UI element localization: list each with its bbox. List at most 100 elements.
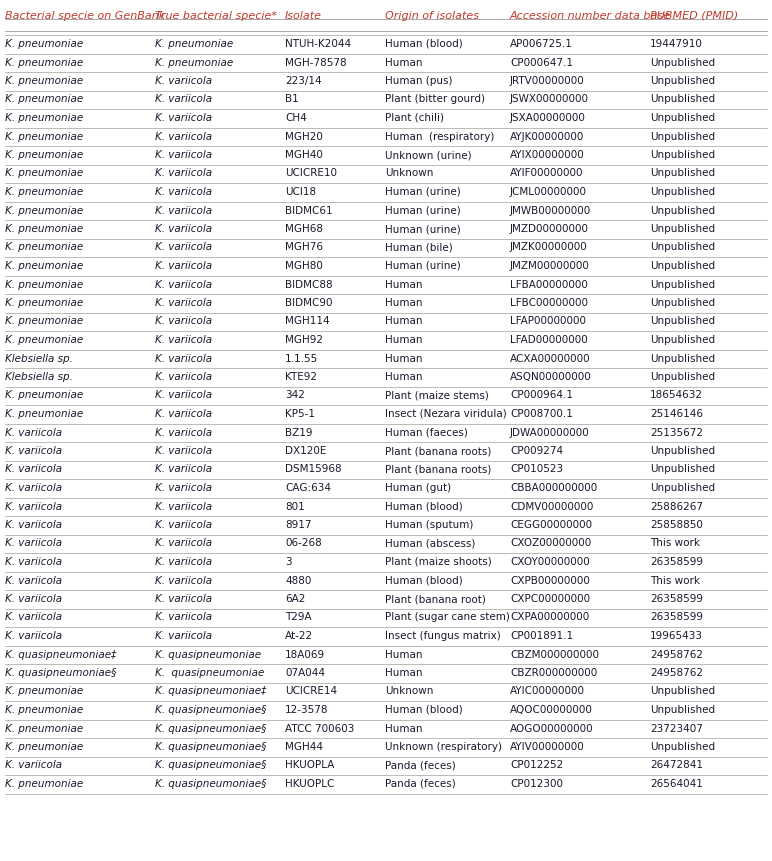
Text: 24958762: 24958762 <box>650 668 703 678</box>
Text: BZ19: BZ19 <box>285 428 313 437</box>
Text: K. pneumoniae: K. pneumoniae <box>5 169 83 178</box>
Text: K. pneumoniae: K. pneumoniae <box>5 409 83 419</box>
Text: K. pneumoniae: K. pneumoniae <box>5 39 83 49</box>
Text: K. variicola: K. variicola <box>155 280 212 289</box>
Text: CXOY00000000: CXOY00000000 <box>510 557 590 567</box>
Text: BIDMC61: BIDMC61 <box>285 206 333 215</box>
Text: CP010523: CP010523 <box>510 464 563 474</box>
Text: K. pneumoniae: K. pneumoniae <box>5 243 83 252</box>
Text: Unknown (respiratory): Unknown (respiratory) <box>385 742 502 752</box>
Text: Unpublished: Unpublished <box>650 206 715 215</box>
Text: Origin of isolates: Origin of isolates <box>385 11 479 21</box>
Text: Human: Human <box>385 649 422 660</box>
Text: CP008700.1: CP008700.1 <box>510 409 573 419</box>
Text: K. pneumoniae: K. pneumoniae <box>5 76 83 86</box>
Text: K. variicola: K. variicola <box>155 150 212 160</box>
Text: Unpublished: Unpublished <box>650 686 715 697</box>
Text: ACXA00000000: ACXA00000000 <box>510 354 591 363</box>
Text: CBBA000000000: CBBA000000000 <box>510 483 598 493</box>
Text: K. variicola: K. variicola <box>155 501 212 511</box>
Text: K. variicola: K. variicola <box>5 520 62 530</box>
Text: UCICRE14: UCICRE14 <box>285 686 337 697</box>
Text: Unpublished: Unpublished <box>650 464 715 474</box>
Text: K. pneumoniae: K. pneumoniae <box>5 113 83 123</box>
Text: MGH68: MGH68 <box>285 224 323 234</box>
Text: K. variicola: K. variicola <box>5 464 62 474</box>
Text: HKUOPLC: HKUOPLC <box>285 779 334 789</box>
Text: This work: This work <box>650 538 700 548</box>
Text: MGH114: MGH114 <box>285 317 330 326</box>
Text: K. pneumoniae: K. pneumoniae <box>155 58 233 67</box>
Text: CXPC00000000: CXPC00000000 <box>510 594 590 604</box>
Text: Human (blood): Human (blood) <box>385 575 462 585</box>
Text: Human (bile): Human (bile) <box>385 243 452 252</box>
Text: Human (urine): Human (urine) <box>385 206 461 215</box>
Text: KTE92: KTE92 <box>285 372 317 382</box>
Text: K. pneumoniae: K. pneumoniae <box>5 261 83 271</box>
Text: CH4: CH4 <box>285 113 306 123</box>
Text: K. variicola: K. variicola <box>155 298 212 308</box>
Text: CXPB00000000: CXPB00000000 <box>510 575 590 585</box>
Text: Unpublished: Unpublished <box>650 335 715 345</box>
Text: Human (abscess): Human (abscess) <box>385 538 476 548</box>
Text: MGH40: MGH40 <box>285 150 323 160</box>
Text: K. variicola: K. variicola <box>5 612 62 623</box>
Text: K. pneumoniae: K. pneumoniae <box>5 187 83 197</box>
Text: Unpublished: Unpublished <box>650 317 715 326</box>
Text: AOGO00000000: AOGO00000000 <box>510 723 594 734</box>
Text: K. pneumoniae: K. pneumoniae <box>5 686 83 697</box>
Text: JMZD00000000: JMZD00000000 <box>510 224 589 234</box>
Text: Human (pus): Human (pus) <box>385 76 452 86</box>
Text: K. variicola: K. variicola <box>155 557 212 567</box>
Text: AYJK00000000: AYJK00000000 <box>510 132 584 141</box>
Text: ATCC 700603: ATCC 700603 <box>285 723 354 734</box>
Text: Human: Human <box>385 372 422 382</box>
Text: K. variicola: K. variicola <box>5 557 62 567</box>
Text: MGH76: MGH76 <box>285 243 323 252</box>
Text: K. quasipneumoniae§: K. quasipneumoniae§ <box>5 668 117 678</box>
Text: K. pneumoniae: K. pneumoniae <box>5 779 83 789</box>
Text: 07A044: 07A044 <box>285 668 325 678</box>
Text: UCICRE10: UCICRE10 <box>285 169 337 178</box>
Text: K. variicola: K. variicola <box>155 76 212 86</box>
Text: Unknown: Unknown <box>385 686 433 697</box>
Text: K. pneumoniae: K. pneumoniae <box>5 705 83 715</box>
Text: MGH80: MGH80 <box>285 261 323 271</box>
Text: AYIF00000000: AYIF00000000 <box>510 169 584 178</box>
Text: Plant (chili): Plant (chili) <box>385 113 444 123</box>
Text: Unpublished: Unpublished <box>650 372 715 382</box>
Text: Insect (fungus matrix): Insect (fungus matrix) <box>385 631 501 641</box>
Text: DSM15968: DSM15968 <box>285 464 342 474</box>
Text: K. pneumoniae: K. pneumoniae <box>5 132 83 141</box>
Text: K. variicola: K. variicola <box>155 538 212 548</box>
Text: K. variicola: K. variicola <box>155 575 212 585</box>
Text: Human (sputum): Human (sputum) <box>385 520 473 530</box>
Text: K. quasipneumoniae‡: K. quasipneumoniae‡ <box>155 686 266 697</box>
Text: AYIC00000000: AYIC00000000 <box>510 686 585 697</box>
Text: K. variicola: K. variicola <box>155 612 212 623</box>
Text: 12-3578: 12-3578 <box>285 705 329 715</box>
Text: 26358599: 26358599 <box>650 612 703 623</box>
Text: LFBC00000000: LFBC00000000 <box>510 298 588 308</box>
Text: CEGG00000000: CEGG00000000 <box>510 520 592 530</box>
Text: CP012300: CP012300 <box>510 779 563 789</box>
Text: MGH-78578: MGH-78578 <box>285 58 347 67</box>
Text: 25858850: 25858850 <box>650 520 703 530</box>
Text: 1.1.55: 1.1.55 <box>285 354 318 363</box>
Text: UCI18: UCI18 <box>285 187 316 197</box>
Text: B1: B1 <box>285 95 299 104</box>
Text: CXOZ00000000: CXOZ00000000 <box>510 538 591 548</box>
Text: Unpublished: Unpublished <box>650 169 715 178</box>
Text: Unpublished: Unpublished <box>650 95 715 104</box>
Text: Plant (bitter gourd): Plant (bitter gourd) <box>385 95 485 104</box>
Text: 19965433: 19965433 <box>650 631 703 641</box>
Text: 26472841: 26472841 <box>650 760 703 771</box>
Text: K. pneumoniae: K. pneumoniae <box>5 58 83 67</box>
Text: K. variicola: K. variicola <box>5 575 62 585</box>
Text: Unknown (urine): Unknown (urine) <box>385 150 472 160</box>
Text: K. variicola: K. variicola <box>5 483 62 493</box>
Text: Human (gut): Human (gut) <box>385 483 451 493</box>
Text: K. variicola: K. variicola <box>5 760 62 771</box>
Text: Plant (banana roots): Plant (banana roots) <box>385 464 491 474</box>
Text: K. variicola: K. variicola <box>155 243 212 252</box>
